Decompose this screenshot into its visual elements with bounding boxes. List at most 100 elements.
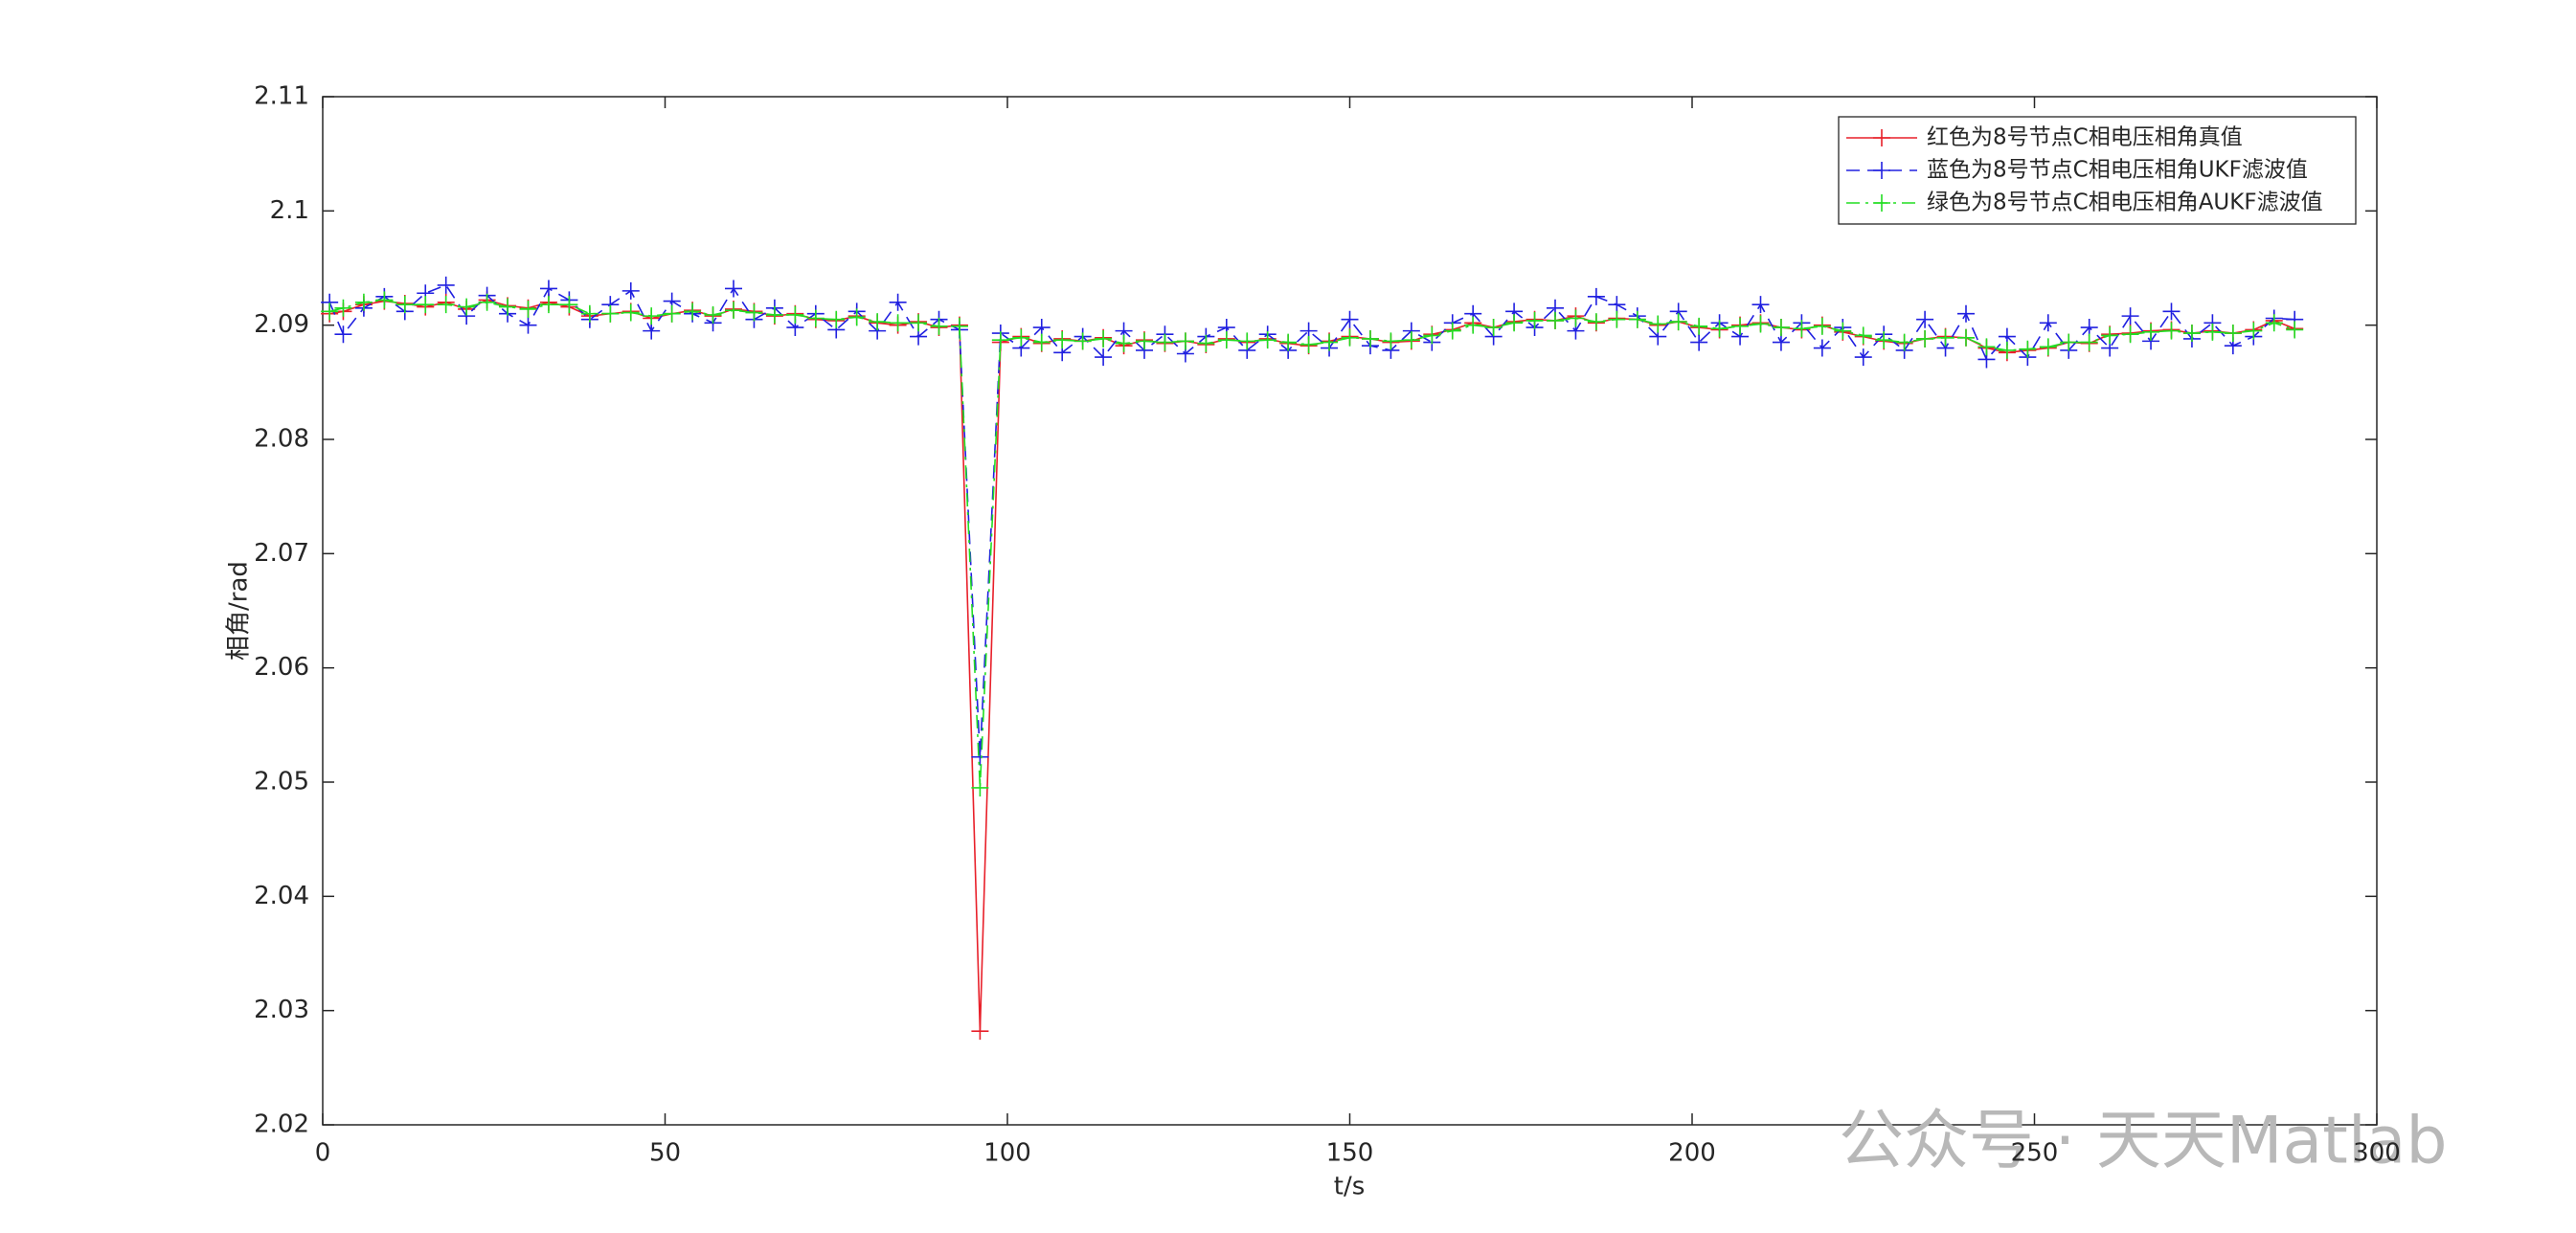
marker [1032, 333, 1051, 351]
y-tick-label: 2.04 [254, 882, 309, 910]
marker [991, 331, 1009, 349]
marker [869, 313, 887, 331]
marker [1443, 322, 1461, 340]
marker [2080, 333, 2098, 351]
marker [1690, 317, 1708, 335]
x-axis-label: t/s [1334, 1173, 1366, 1201]
y-tick-label: 2.08 [254, 425, 309, 454]
marker [1382, 332, 1400, 350]
legend: 红色为8号节点C相电压相角真值蓝色为8号节点C相电压相角UKF滤波值绿色为8号节… [1838, 116, 2357, 225]
marker [621, 303, 640, 322]
marker [458, 298, 476, 316]
marker [2245, 322, 2263, 340]
marker [560, 296, 578, 314]
marker [395, 296, 414, 314]
marker [1115, 334, 1133, 352]
marker [1321, 333, 1339, 351]
marker [745, 303, 763, 322]
marker [1710, 320, 1729, 338]
x-tick-label: 50 [649, 1139, 681, 1168]
marker [1464, 316, 1482, 334]
y-tick-label: 2.09 [254, 310, 309, 339]
marker [334, 299, 352, 317]
marker [725, 280, 742, 298]
marker [643, 307, 661, 325]
x-tick-label: 150 [1326, 1139, 1374, 1168]
marker [2162, 322, 2181, 340]
marker [1567, 309, 1585, 327]
marker [2019, 340, 2037, 358]
y-tick-label: 2.02 [254, 1110, 309, 1139]
watermark: 公众号 · 天天Matlab [1839, 1104, 2448, 1179]
marker [2265, 314, 2283, 332]
marker [1217, 331, 1235, 349]
marker [2224, 325, 2242, 343]
marker [1895, 333, 1913, 351]
marker [765, 305, 783, 324]
marker [375, 291, 394, 309]
marker [1628, 310, 1646, 328]
marker [806, 309, 825, 327]
marker [1998, 341, 2016, 359]
marker [1423, 326, 1441, 345]
marker [354, 293, 373, 311]
x-tick-label: 300 [2353, 1139, 2401, 1168]
marker [1136, 332, 1153, 350]
marker [1916, 329, 1934, 347]
y-tick-label: 2.03 [254, 996, 309, 1024]
marker [539, 280, 557, 298]
marker [437, 276, 455, 294]
marker [684, 303, 702, 321]
marker [910, 314, 928, 332]
marker [539, 296, 557, 314]
marker [1649, 315, 1667, 333]
marker [786, 305, 804, 324]
legend-marker [1873, 129, 1890, 146]
y-tick-label: 2.11 [254, 82, 309, 111]
marker [417, 296, 435, 314]
marker [1197, 334, 1215, 352]
marker [1608, 296, 1626, 314]
marker [1032, 319, 1051, 337]
legend-marker [1873, 162, 1890, 179]
x-tick-label: 250 [2011, 1139, 2059, 1168]
marker [2060, 333, 2078, 351]
marker [643, 322, 661, 340]
marker [1073, 332, 1092, 350]
marker [1299, 335, 1318, 353]
marker [519, 300, 537, 318]
legend-label: 红色为8号节点C相电压相角真值 [1927, 125, 2243, 150]
legend-marker [1873, 194, 1890, 212]
marker [1854, 348, 1872, 367]
marker [1731, 317, 1750, 335]
marker [2039, 338, 2057, 356]
marker [1793, 320, 1811, 338]
y-tick-label: 2.05 [254, 768, 309, 796]
marker [1279, 333, 1298, 351]
marker [1977, 338, 1996, 356]
marker [621, 281, 640, 300]
marker [971, 778, 989, 796]
marker [1361, 329, 1379, 347]
marker [1525, 311, 1544, 329]
marker [1834, 322, 1852, 340]
marker [1547, 311, 1564, 329]
marker [1053, 331, 1072, 349]
marker [847, 308, 866, 326]
y-axis-label: 相角/rad [225, 561, 254, 661]
marker [1608, 310, 1626, 328]
marker [2142, 323, 2160, 341]
marker [1587, 287, 1605, 305]
marker [971, 748, 989, 766]
marker [827, 310, 846, 328]
marker [704, 305, 722, 324]
x-tick-label: 0 [315, 1139, 331, 1168]
marker [2080, 319, 2098, 337]
plot-area [322, 96, 2378, 1126]
marker [499, 298, 517, 316]
marker [1341, 328, 1359, 347]
x-tick-label: 100 [983, 1139, 1031, 1168]
marker [1690, 333, 1708, 351]
marker [930, 317, 948, 335]
marker [1751, 315, 1770, 333]
